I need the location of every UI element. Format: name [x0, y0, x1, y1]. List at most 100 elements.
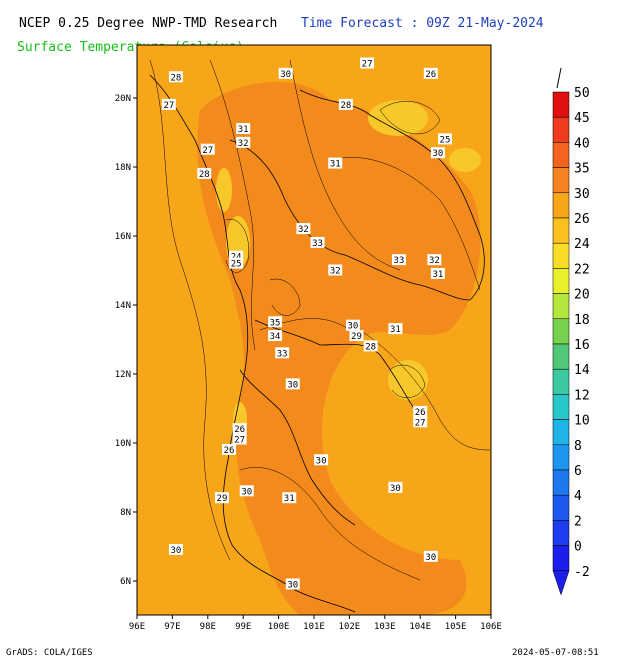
contour-label-bg: [423, 67, 438, 79]
contour-label-bg: [423, 550, 438, 562]
contour-label: 28: [199, 170, 210, 180]
timestamp-text: 2024-05-07-08:51: [512, 648, 599, 658]
contour-label: 30: [171, 546, 182, 556]
contour-label: 28: [171, 73, 182, 83]
lon-tick-label: 97E: [164, 622, 180, 632]
contour-label-bg: [236, 136, 251, 148]
colorbar-swatch: [552, 318, 570, 345]
colorbar-swatch: [552, 293, 570, 320]
contour-label: 30: [280, 70, 291, 80]
colorbar-swatch: [552, 545, 570, 572]
lat-tick-label: 18N: [115, 163, 131, 173]
contour-label: 32: [238, 139, 249, 149]
contour-label: 30: [390, 484, 401, 494]
contour-label-bg: [338, 98, 353, 110]
colorbar-label: 40: [574, 136, 590, 151]
cool-patch: [368, 100, 428, 136]
colorbar-swatch: [552, 444, 570, 471]
contour-label-bg: [229, 257, 244, 269]
contour-label-bg: [296, 223, 311, 235]
colorbar-label: 45: [574, 111, 590, 126]
colorbar-swatch: [552, 142, 570, 168]
colorbar-high-marker: [556, 67, 562, 89]
colorbar-label: 30: [574, 187, 590, 202]
colorbar-low-arrow: [552, 570, 570, 596]
contour-label: 27: [163, 101, 174, 111]
colorbar-swatch: [552, 242, 570, 269]
colorbar-label: 22: [574, 262, 590, 277]
colorbar-label: 26: [574, 212, 590, 227]
contour-label-bg: [161, 98, 176, 110]
colorbar-label: 12: [574, 388, 590, 403]
warm-region: [197, 81, 481, 615]
colorbar-label: 20: [574, 288, 590, 303]
lat-tick-label: 14N: [115, 301, 131, 311]
colorbar-swatch: [552, 91, 570, 118]
lon-tick-label: 104E: [409, 622, 431, 632]
cool-patch: [216, 168, 232, 212]
lon-tick-label: 105E: [445, 622, 467, 632]
contour-label: 33: [312, 239, 323, 249]
contour-label: 26: [234, 425, 245, 435]
contour-label: 30: [287, 380, 298, 390]
lat-tick-label: 8N: [120, 508, 131, 518]
contour-label-bg: [430, 267, 445, 279]
contour-label-bg: [349, 330, 364, 342]
contour-label-bg: [360, 57, 375, 69]
forecast-time: Time Forecast : 09Z 21-May-2024: [301, 16, 544, 31]
lon-tick-label: 99E: [235, 622, 251, 632]
contour-label-bg: [328, 264, 343, 276]
contour-label-bg: [310, 236, 325, 248]
contour-label-bg: [285, 378, 300, 390]
contour-label-bg: [232, 423, 247, 435]
contour-label: 27: [202, 146, 213, 156]
chart-title: NCEP 0.25 Degree NWP-TMD Research: [19, 16, 278, 31]
temperature-field: [137, 45, 491, 615]
contour-label: 26: [425, 70, 436, 80]
colorbar-swatch: [552, 217, 570, 244]
colorbar-swatch: [552, 268, 570, 294]
lat-tick-label: 20N: [115, 94, 131, 104]
colorbar-label: 0: [574, 540, 582, 555]
colorbar-label: 2: [574, 514, 582, 529]
lat-tick-label: 12N: [115, 370, 131, 380]
contour-label-bg: [200, 143, 215, 155]
lon-tick-label: 96E: [129, 622, 145, 632]
colorbar-label: 8: [574, 439, 582, 454]
colorbar-swatch: [552, 469, 570, 496]
contour-label: 30: [432, 149, 443, 159]
contour-label: 27: [415, 418, 426, 428]
contour-label-bg: [391, 254, 406, 266]
contour-label-bg: [388, 323, 403, 335]
contour-label-bg: [278, 67, 293, 79]
contour-label-bg: [437, 133, 452, 145]
coastline: [149, 74, 485, 613]
contour-label: 31: [432, 270, 443, 280]
contour-label: 35: [270, 318, 281, 328]
contour-label: 27: [362, 60, 373, 70]
colorbar-label: 10: [574, 414, 590, 429]
lat-tick-label: 10N: [115, 439, 131, 449]
contour-label: 26: [415, 408, 426, 418]
cool-patch: [388, 360, 428, 400]
contour-label-bg: [239, 485, 254, 497]
cool-patch: [449, 148, 481, 172]
contour-label-bg: [197, 167, 212, 179]
colorbar-label: 18: [574, 313, 590, 328]
colorbar-label: 50: [574, 86, 590, 101]
contour-label: 26: [224, 446, 235, 456]
contour-label: 32: [298, 225, 309, 235]
lat-tick-label: 6N: [120, 577, 131, 587]
contour-label-bg: [388, 481, 403, 493]
contour-label: 31: [238, 125, 249, 135]
contour-label: 32: [330, 267, 341, 277]
contour-label-bg: [363, 340, 378, 352]
contour-label-bg: [413, 416, 428, 428]
contour-label-bg: [413, 405, 428, 417]
contour-label: 31: [330, 160, 341, 170]
lon-tick-label: 101E: [303, 622, 325, 632]
contour-label-bg: [236, 123, 251, 135]
contour-label-bg: [275, 347, 290, 359]
colorbar-swatch: [552, 394, 570, 420]
contour-label-bg: [314, 454, 329, 466]
